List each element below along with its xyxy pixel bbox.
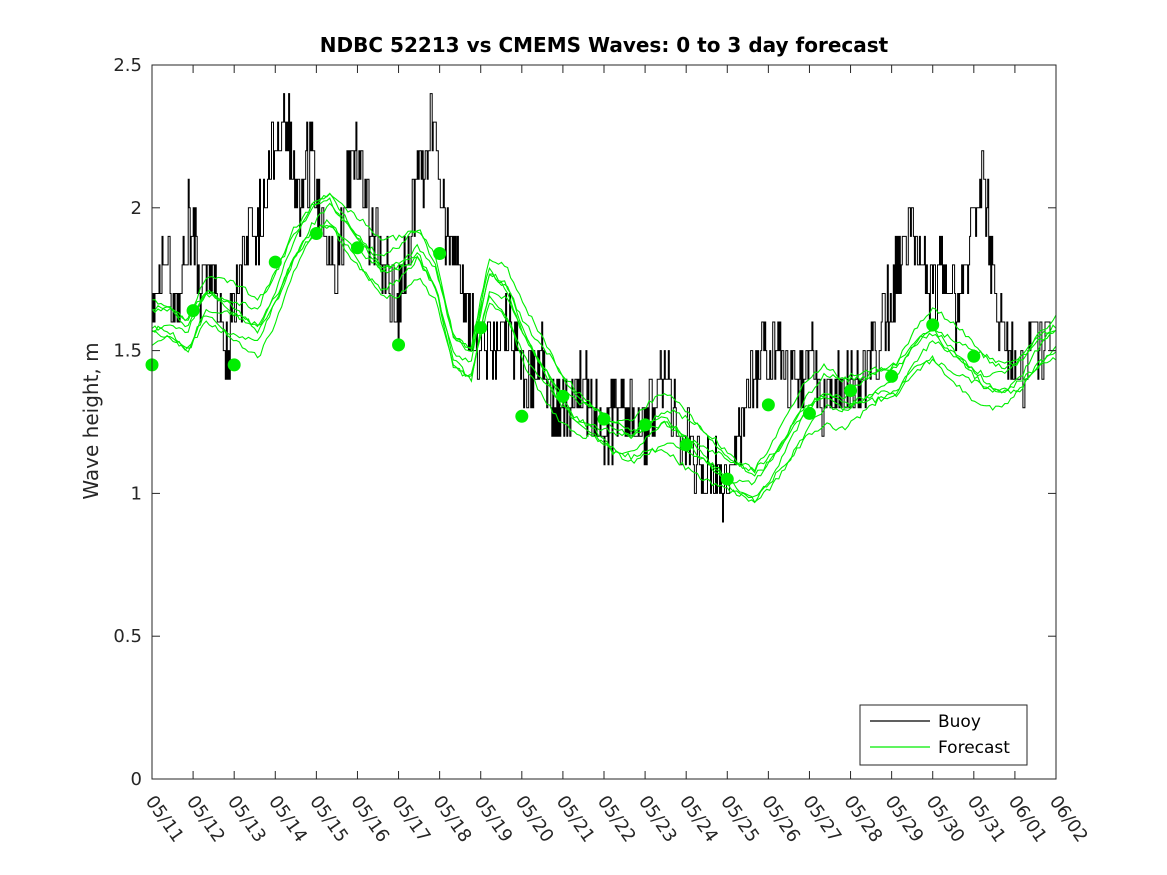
forecast-marker [309,227,323,241]
forecast-series-line [151,224,1057,503]
forecast-marker [761,398,775,412]
y-tick-label: 1.5 [113,341,142,362]
chart-title: NDBC 52213 vs CMEMS Waves: 0 to 3 day fo… [320,33,889,57]
forecast-marker [844,384,858,398]
buoy-series-line [152,93,1057,523]
legend-label-forecast: Forecast [938,738,1010,758]
y-axis: 0 0.5 1 1.5 2 2.5 [113,55,1056,790]
forecast-marker [720,472,734,486]
y-axis-label: Wave height, m [79,342,103,499]
legend-box [859,704,1028,766]
y-tick-label: 1 [131,483,142,504]
y-tick-label: 2.5 [113,55,142,76]
forecast-series-line [151,218,1057,499]
forecast-marker [597,412,611,426]
forecast-marker [802,406,816,420]
legend: Buoy Forecast [859,704,1028,766]
forecast-marker [638,418,652,432]
y-tick-label: 0.5 [113,626,142,647]
forecast-marker [679,438,693,452]
forecast-marker [515,409,529,423]
y-tick-label: 0 [131,769,142,790]
forecast-marker [186,304,200,318]
forecast-marker [967,349,981,363]
forecast-marker [227,358,241,372]
forecast-marker [433,246,447,260]
forecast-marker [474,321,488,335]
forecast-marker [926,318,940,332]
forecast-marker [392,338,406,352]
forecast-marker [268,255,282,269]
forecast-marker [885,369,899,383]
forecast-marker [350,241,364,255]
legend-label-buoy: Buoy [938,712,981,732]
forecast-marker [556,389,570,403]
forecast-series-line [151,225,1057,504]
y-tick-label: 2 [131,198,142,219]
